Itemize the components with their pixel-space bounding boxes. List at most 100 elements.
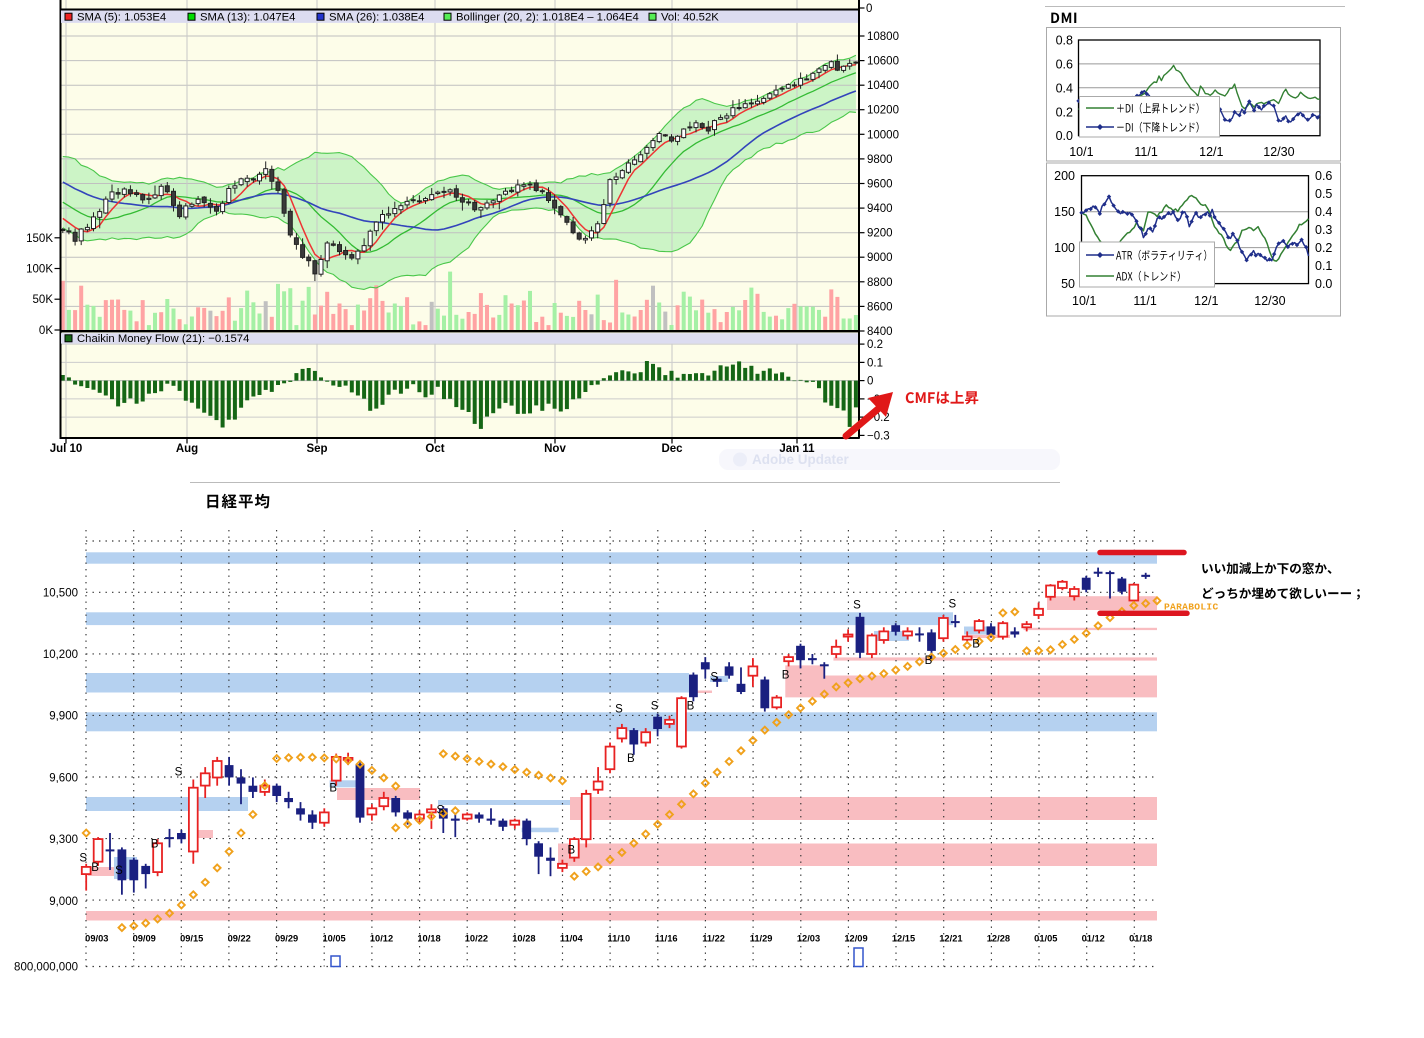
svg-text:9000: 9000 (867, 252, 893, 264)
svg-text:10/28: 10/28 (512, 934, 535, 944)
svg-text:01/12: 01/12 (1082, 934, 1105, 944)
svg-text:10200: 10200 (867, 105, 899, 117)
svg-text:B: B (687, 700, 695, 712)
svg-text:0: 0 (867, 376, 873, 388)
svg-text:12/1: 12/1 (1199, 145, 1223, 159)
svg-text:B: B (627, 753, 635, 765)
svg-text:800,000,000: 800,000,000 (14, 962, 78, 974)
svg-text:8400: 8400 (867, 326, 893, 338)
svg-text:11/1: 11/1 (1134, 145, 1157, 159)
svg-text:SMA (26): 1.038E4: SMA (26): 1.038E4 (329, 12, 424, 24)
svg-text:10/18: 10/18 (417, 934, 440, 944)
svg-text:100K: 100K (26, 264, 53, 276)
svg-text:0: 0 (866, 3, 872, 15)
svg-text:0.0: 0.0 (1056, 129, 1073, 143)
svg-text:0.5: 0.5 (1315, 187, 1332, 201)
svg-text:12/03: 12/03 (797, 934, 820, 944)
svg-text:Dec: Dec (661, 443, 683, 455)
svg-text:09/09: 09/09 (133, 934, 156, 944)
svg-text:Bollinger (20, 2): 1.018E4 – 1: Bollinger (20, 2): 1.018E4 – 1.064E4 (456, 12, 639, 24)
svg-text:10400: 10400 (867, 80, 899, 92)
svg-text:S: S (79, 853, 87, 865)
svg-text:Nov: Nov (544, 443, 566, 455)
svg-text:0.3: 0.3 (1315, 223, 1332, 237)
svg-text:B: B (925, 655, 933, 667)
svg-text:9600: 9600 (867, 179, 893, 191)
svg-text:11/04: 11/04 (560, 934, 584, 944)
svg-text:S: S (651, 700, 659, 712)
svg-text:11/29: 11/29 (750, 934, 773, 944)
svg-text:Aug: Aug (176, 443, 198, 455)
svg-text:9,300: 9,300 (49, 834, 78, 846)
svg-text:50: 50 (1061, 277, 1075, 291)
svg-text:9,600: 9,600 (49, 772, 78, 784)
svg-text:PARABOLIC: PARABOLIC (1164, 602, 1219, 613)
svg-text:200: 200 (1054, 169, 1075, 183)
svg-text:0K: 0K (39, 325, 53, 337)
svg-text:50K: 50K (33, 294, 54, 306)
svg-text:S: S (115, 865, 123, 877)
svg-text:09/22: 09/22 (228, 934, 251, 944)
svg-text:8600: 8600 (867, 301, 893, 313)
svg-text:150K: 150K (26, 233, 53, 245)
svg-text:SMA (5): 1.053E4: SMA (5): 1.053E4 (77, 12, 166, 24)
svg-text:B: B (972, 639, 980, 651)
svg-text:150: 150 (1054, 205, 1075, 219)
svg-text:10600: 10600 (867, 56, 899, 68)
svg-text:Chaikin Money Flow (21): −0.15: Chaikin Money Flow (21): −0.1574 (77, 333, 249, 345)
svg-text:9400: 9400 (867, 203, 893, 215)
svg-text:Adobe Updater: Adobe Updater (752, 452, 850, 467)
svg-text:10/12: 10/12 (370, 934, 393, 944)
svg-text:B: B (151, 838, 159, 850)
svg-text:100: 100 (1054, 241, 1075, 255)
svg-text:11/16: 11/16 (655, 934, 678, 944)
svg-text:10/1: 10/1 (1072, 294, 1096, 308)
svg-text:0.2: 0.2 (867, 339, 883, 351)
svg-text:9,900: 9,900 (49, 711, 78, 723)
svg-text:0.4: 0.4 (1056, 81, 1073, 95)
svg-text:12/09: 12/09 (844, 934, 867, 944)
svg-text:S: S (436, 804, 444, 816)
svg-text:S: S (948, 599, 956, 611)
svg-text:8800: 8800 (867, 277, 893, 289)
svg-text:S: S (853, 600, 861, 612)
svg-text:10/22: 10/22 (465, 934, 488, 944)
svg-text:10/1: 10/1 (1069, 145, 1093, 159)
svg-text:Jul 10: Jul 10 (50, 443, 83, 455)
svg-text:12/15: 12/15 (892, 934, 915, 944)
svg-text:01/18: 01/18 (1129, 934, 1152, 944)
svg-text:10000: 10000 (867, 129, 899, 141)
svg-text:−0.3: −0.3 (867, 430, 890, 442)
svg-text:Vol: 40.52K: Vol: 40.52K (661, 12, 719, 24)
svg-text:10/05: 10/05 (322, 934, 345, 944)
svg-text:B: B (91, 862, 99, 874)
svg-text:10,500: 10,500 (43, 587, 78, 599)
svg-text:S: S (615, 704, 623, 716)
svg-text:09/29: 09/29 (275, 934, 298, 944)
svg-text:12/1: 12/1 (1194, 294, 1218, 308)
svg-text:S: S (710, 672, 718, 684)
svg-text:12/30: 12/30 (1263, 145, 1294, 159)
svg-text:11/22: 11/22 (702, 934, 725, 944)
svg-text:0.8: 0.8 (1056, 34, 1073, 48)
svg-text:SMA (13): 1.047E4: SMA (13): 1.047E4 (200, 12, 295, 24)
svg-text:B: B (567, 844, 575, 856)
svg-text:10800: 10800 (867, 31, 899, 43)
svg-text:Jan 11: Jan 11 (779, 443, 815, 455)
svg-text:0.2: 0.2 (1315, 241, 1332, 255)
svg-text:0.1: 0.1 (1315, 259, 1332, 273)
svg-text:10,200: 10,200 (43, 649, 78, 661)
svg-text:0.0: 0.0 (1315, 277, 1332, 291)
svg-text:12/30: 12/30 (1254, 294, 1285, 308)
svg-text:09/15: 09/15 (180, 934, 203, 944)
svg-text:0.2: 0.2 (1056, 105, 1073, 119)
svg-text:Sep: Sep (306, 443, 327, 455)
svg-text:09/03: 09/03 (85, 934, 108, 944)
svg-text:S: S (175, 766, 183, 778)
svg-text:01/05: 01/05 (1034, 934, 1057, 944)
svg-text:12/21: 12/21 (939, 934, 962, 944)
svg-text:11/1: 11/1 (1133, 294, 1156, 308)
svg-text:0.6: 0.6 (1315, 169, 1332, 183)
svg-text:0.4: 0.4 (1315, 205, 1332, 219)
svg-text:12/28: 12/28 (987, 934, 1010, 944)
